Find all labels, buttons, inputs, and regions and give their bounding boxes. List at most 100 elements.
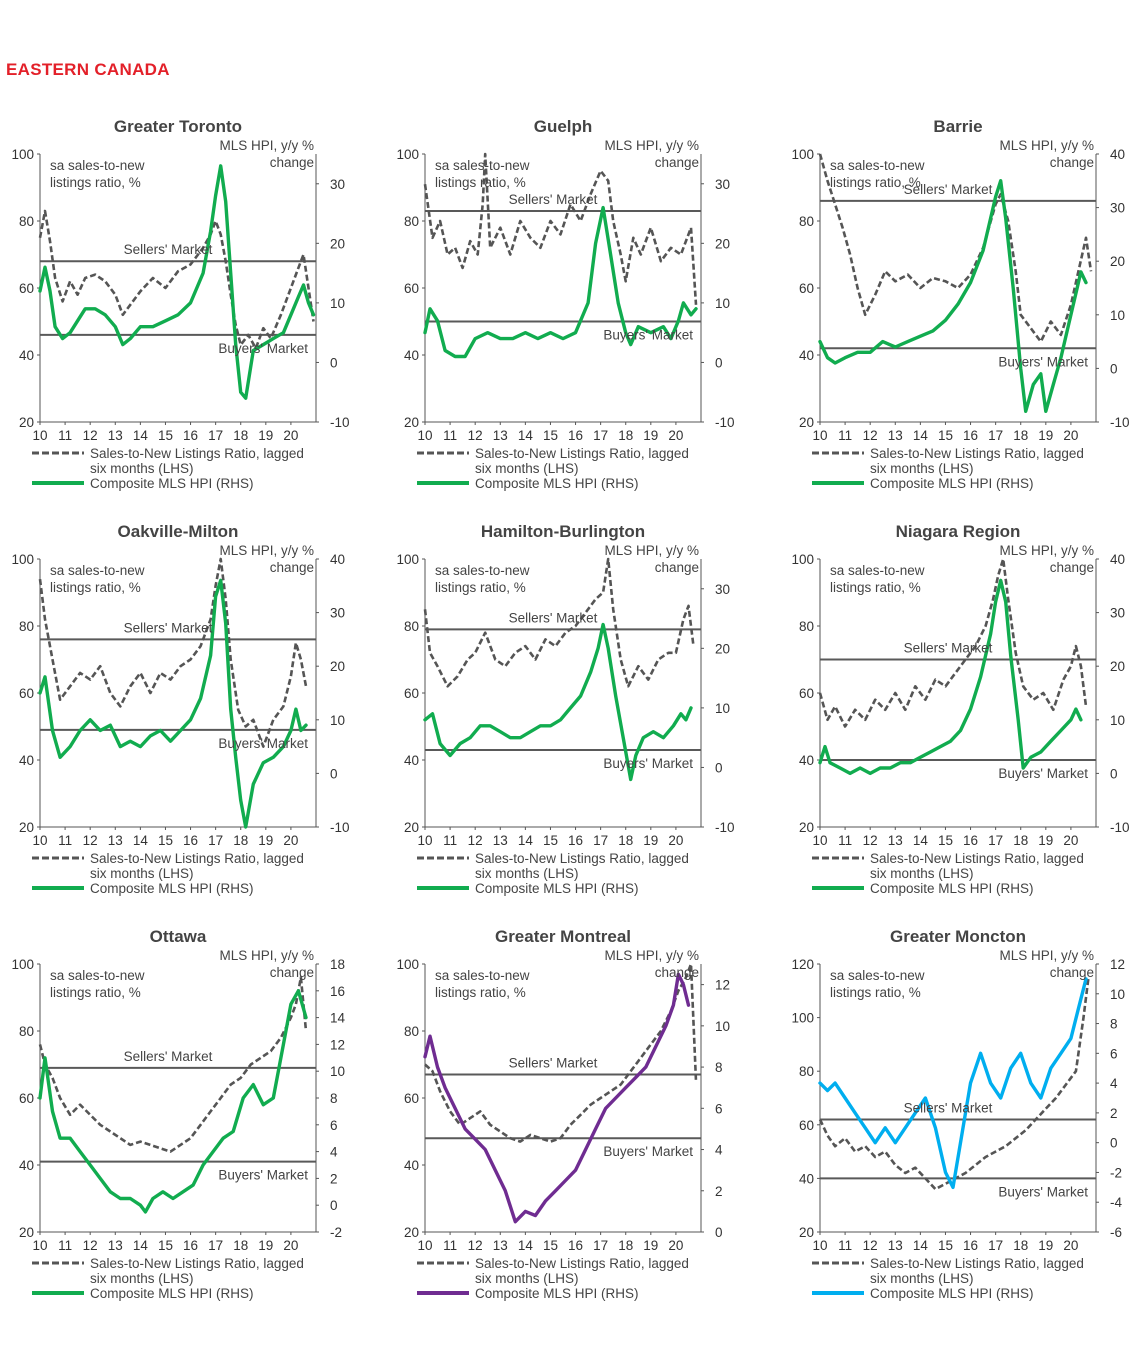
x-tick-label: 17 bbox=[988, 833, 1003, 848]
legend-label-sales: Sales-to-New Listings Ratio, lagged bbox=[870, 851, 1084, 866]
x-tick-label: 11 bbox=[443, 428, 457, 443]
chart-title: Ottawa bbox=[150, 927, 207, 946]
rhs-tick-label: 12 bbox=[1110, 957, 1125, 972]
rhs-tick-label: 0 bbox=[1110, 1136, 1118, 1151]
rhs-tick-label: 20 bbox=[715, 236, 730, 251]
lhs-tick-label: 20 bbox=[404, 1225, 419, 1240]
x-tick-label: 16 bbox=[963, 833, 978, 848]
sales-to-new-listings-line bbox=[38, 976, 308, 1153]
chart-title: Niagara Region bbox=[896, 522, 1021, 541]
sellers-market-label: Sellers' Market bbox=[509, 1056, 598, 1071]
rhs-tick-label: 20 bbox=[1110, 659, 1125, 674]
x-tick-label: 18 bbox=[233, 428, 248, 443]
chart-panel: Niagara Region 20 40 60 80 100 -10 0 10 20 30 40 10 1… bbox=[780, 513, 1139, 913]
rhs-axis-label: change bbox=[1050, 965, 1094, 980]
lhs-tick-label: 80 bbox=[799, 214, 814, 229]
x-tick-label: 12 bbox=[863, 1238, 878, 1253]
rhs-tick-label: 0 bbox=[715, 760, 723, 775]
rhs-tick-label: 12 bbox=[715, 978, 730, 993]
rhs-axis-label: change bbox=[270, 965, 314, 980]
buyers-market-label: Buyers' Market bbox=[218, 736, 308, 751]
rhs-axis-label: MLS HPI, y/y % bbox=[999, 948, 1094, 963]
x-tick-label: 10 bbox=[812, 833, 827, 848]
x-tick-label: 17 bbox=[988, 1238, 1003, 1253]
x-tick-label: 19 bbox=[1038, 833, 1053, 848]
sales-to-new-listings-line bbox=[38, 209, 315, 350]
x-tick-label: 20 bbox=[1063, 428, 1078, 443]
legend-label-hpi: Composite MLS HPI (RHS) bbox=[870, 1286, 1034, 1301]
x-tick-label: 16 bbox=[568, 428, 583, 443]
lhs-tick-label: 20 bbox=[19, 820, 34, 835]
sellers-market-label: Sellers' Market bbox=[124, 1049, 213, 1064]
rhs-axis-label: MLS HPI, y/y % bbox=[604, 138, 699, 153]
x-tick-label: 18 bbox=[233, 833, 248, 848]
x-tick-label: 13 bbox=[108, 428, 123, 443]
x-tick-label: 17 bbox=[208, 1238, 223, 1253]
rhs-tick-label: 4 bbox=[1110, 1076, 1118, 1091]
lhs-tick-label: 100 bbox=[396, 147, 419, 162]
rhs-axis-label: MLS HPI, y/y % bbox=[604, 948, 699, 963]
lhs-tick-label: 40 bbox=[799, 1171, 814, 1186]
x-tick-label: 12 bbox=[83, 428, 98, 443]
x-tick-label: 15 bbox=[158, 428, 173, 443]
x-tick-label: 17 bbox=[208, 833, 223, 848]
rhs-tick-label: 10 bbox=[715, 701, 730, 716]
legend-label-hpi: Composite MLS HPI (RHS) bbox=[90, 1286, 254, 1301]
lhs-axis-label: sa sales-to-new bbox=[50, 968, 145, 983]
x-tick-label: 14 bbox=[518, 833, 534, 848]
x-tick-label: 15 bbox=[938, 833, 953, 848]
rhs-tick-label: 10 bbox=[1110, 308, 1125, 323]
rhs-tick-label: 0 bbox=[1110, 766, 1118, 781]
x-tick-label: 12 bbox=[83, 833, 98, 848]
buyers-market-label: Buyers' Market bbox=[218, 341, 308, 356]
lhs-tick-label: 100 bbox=[791, 147, 814, 162]
x-tick-label: 19 bbox=[643, 833, 658, 848]
x-tick-label: 18 bbox=[1013, 428, 1028, 443]
sellers-market-label: Sellers' Market bbox=[509, 192, 598, 207]
x-tick-label: 12 bbox=[468, 428, 483, 443]
x-tick-label: 11 bbox=[443, 833, 457, 848]
x-tick-label: 19 bbox=[258, 833, 273, 848]
rhs-tick-label: 4 bbox=[715, 1143, 723, 1158]
lhs-tick-label: 20 bbox=[799, 820, 814, 835]
rhs-axis-label: MLS HPI, y/y % bbox=[604, 543, 699, 558]
x-tick-label: 17 bbox=[593, 833, 608, 848]
legend-label-sales: six months (LHS) bbox=[870, 866, 974, 881]
sellers-market-label: Sellers' Market bbox=[124, 242, 213, 257]
page-title: EASTERN CANADA bbox=[6, 60, 170, 79]
x-tick-label: 10 bbox=[32, 833, 47, 848]
chart-title: Greater Toronto bbox=[114, 117, 242, 136]
rhs-tick-label: 18 bbox=[330, 957, 345, 972]
sales-to-new-listings-line bbox=[424, 962, 698, 1143]
lhs-tick-label: 60 bbox=[404, 1091, 419, 1106]
x-tick-label: 19 bbox=[1038, 1238, 1053, 1253]
x-tick-label: 15 bbox=[543, 833, 558, 848]
rhs-tick-label: 6 bbox=[1110, 1046, 1118, 1061]
x-tick-label: 19 bbox=[643, 428, 658, 443]
x-tick-label: 10 bbox=[417, 1238, 432, 1253]
lhs-axis-label: sa sales-to-new bbox=[435, 563, 530, 578]
composite-mls-hpi-line bbox=[423, 972, 691, 1224]
legend-label-hpi: Composite MLS HPI (RHS) bbox=[870, 476, 1034, 491]
lhs-axis-label: listings ratio, % bbox=[50, 580, 141, 595]
chart-title: Oakville-Milton bbox=[118, 522, 239, 541]
rhs-tick-label: 10 bbox=[330, 296, 345, 311]
lhs-tick-label: 80 bbox=[404, 619, 419, 634]
rhs-tick-label: -2 bbox=[1110, 1165, 1122, 1180]
chart-svg: Oakville-Milton20406080100-1001020304010… bbox=[11, 522, 349, 896]
legend-label-sales: six months (LHS) bbox=[90, 1271, 194, 1286]
sales-to-new-listings-line bbox=[818, 557, 1088, 728]
rhs-tick-label: -10 bbox=[715, 820, 735, 835]
buyers-market-label: Buyers' Market bbox=[998, 354, 1088, 369]
rhs-axis-label: MLS HPI, y/y % bbox=[999, 543, 1094, 558]
lhs-tick-label: 60 bbox=[404, 281, 419, 296]
x-tick-label: 13 bbox=[493, 428, 508, 443]
rhs-tick-label: 8 bbox=[330, 1091, 338, 1106]
chart-panel: Hamilton-Burlington 20 40 60 80 100 -10 0 10 20 30… bbox=[385, 513, 755, 913]
lhs-axis-label: listings ratio, % bbox=[830, 580, 921, 595]
rhs-tick-label: 30 bbox=[1110, 201, 1125, 216]
chart-panel: Barrie 20 40 60 80 100 -10 0 10 20 30 40 10 11 12 13 14 1… bbox=[780, 108, 1139, 508]
rhs-tick-label: 2 bbox=[330, 1171, 338, 1186]
